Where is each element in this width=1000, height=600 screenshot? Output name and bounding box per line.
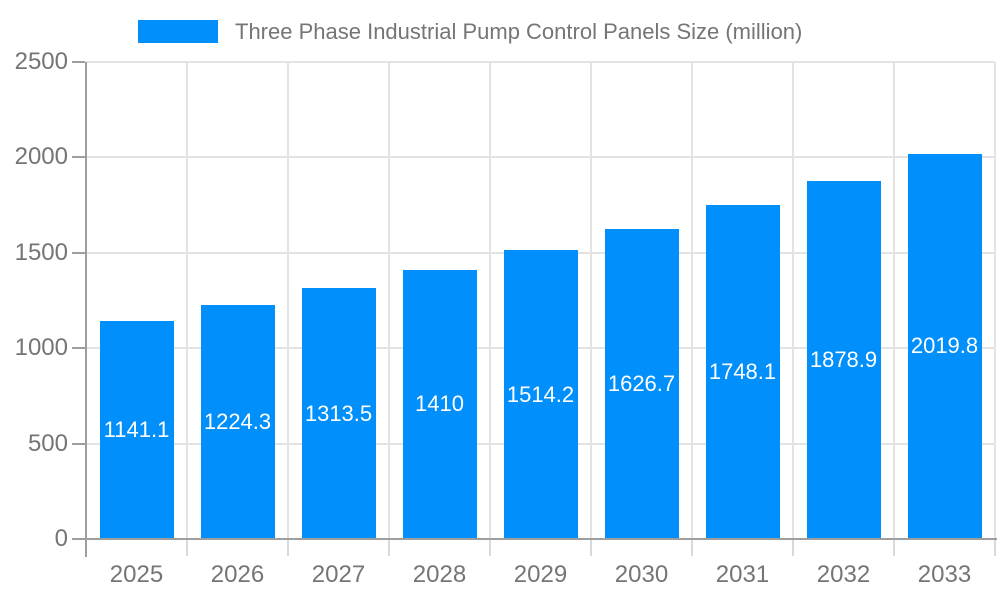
y-axis-label: 2500 (14, 48, 68, 75)
y-axis-label: 1000 (14, 334, 68, 362)
x-axis-label: 2033 (917, 561, 972, 588)
x-axis-tick (590, 539, 592, 556)
bar: 1626.7 (604, 228, 679, 539)
x-axis-label: 2031 (715, 561, 770, 588)
x-axis-tick (388, 539, 390, 556)
bar-value-label: 1626.7 (607, 370, 676, 396)
x-axis-label: 2029 (513, 561, 568, 588)
bar-value-label: 2019.8 (910, 333, 979, 359)
y-axis-tick (72, 251, 85, 254)
bar-value-label: 1141.1 (103, 417, 170, 443)
x-axis-tick (489, 539, 491, 556)
x-axis-tick (792, 539, 794, 556)
bar: 1514.2 (503, 250, 578, 539)
y-axis-label: 500 (27, 429, 68, 457)
horizontal-gridline (86, 61, 995, 63)
bar-value-label: 1514.2 (506, 381, 575, 407)
y-axis-tick (72, 61, 85, 63)
y-axis-label: 2000 (14, 143, 68, 171)
vertical-gridline (893, 62, 895, 539)
y-axis-line (85, 62, 87, 557)
bar: 2019.8 (907, 153, 982, 539)
x-axis-label: 2030 (614, 561, 669, 588)
y-axis-tick (72, 156, 85, 159)
y-axis-tick (72, 347, 85, 350)
bar: 1748.1 (705, 205, 780, 539)
x-axis-tick (186, 539, 188, 556)
y-axis-tick (72, 538, 85, 540)
x-axis-line (85, 538, 997, 540)
plot-area: 1141.1 1224.3 1313.5 1410 1514.2 1626.7 1748.1… (86, 61, 996, 539)
bar-value-label: 1878.9 (809, 346, 878, 372)
horizontal-gridline (86, 156, 995, 159)
bar: 1313.5 (301, 288, 376, 539)
vertical-gridline (287, 62, 289, 539)
bar: 1410 (402, 269, 477, 539)
vertical-gridline (489, 62, 491, 539)
vertical-gridline (186, 62, 188, 539)
y-axis-label: 0 (54, 525, 68, 552)
legend-swatch (138, 20, 218, 43)
bar-value-label: 1410 (415, 391, 464, 417)
bar: 1878.9 (806, 180, 881, 539)
bar: 1224.3 (200, 305, 275, 539)
vertical-gridline (994, 62, 996, 539)
y-axis-tick (72, 442, 85, 445)
vertical-gridline (691, 62, 693, 539)
bar-value-label: 1748.1 (708, 359, 777, 385)
bar-value-label: 1313.5 (304, 400, 373, 426)
vertical-gridline (590, 62, 592, 539)
x-axis-tick (691, 539, 693, 556)
x-axis-label: 2028 (412, 561, 467, 588)
bar-value-label: 1224.3 (203, 409, 272, 435)
x-axis-tick (994, 539, 996, 556)
vertical-gridline (388, 62, 390, 539)
bar: 1141.1 (99, 321, 174, 539)
x-axis-label: 2026 (210, 561, 265, 588)
y-axis-label: 1500 (14, 238, 68, 266)
x-axis-label: 2027 (311, 561, 366, 588)
x-axis-tick (287, 539, 289, 556)
x-axis-tick (893, 539, 895, 556)
x-axis-label: 2025 (109, 561, 164, 588)
x-axis-label: 2032 (816, 561, 871, 588)
vertical-gridline (792, 62, 794, 539)
chart-title: Three Phase Industrial Pump Control Pane… (235, 18, 803, 44)
legend-item[interactable]: Three Phase Industrial Pump Control Pane… (138, 18, 803, 44)
